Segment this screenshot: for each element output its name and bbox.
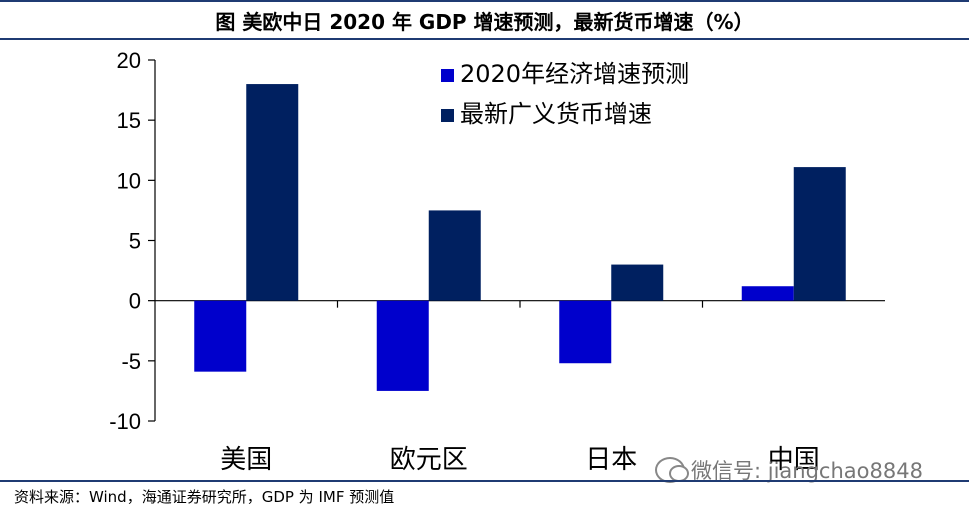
y-tick-label: 5 bbox=[129, 229, 141, 254]
category-label: 美国 bbox=[220, 445, 272, 475]
y-tick-label: -5 bbox=[121, 349, 141, 374]
legend-label: 2020年经济增速预测 bbox=[460, 60, 689, 88]
bar-series-1 bbox=[194, 300, 247, 372]
bar-series-1 bbox=[559, 300, 612, 364]
category-label: 日本 bbox=[585, 445, 637, 475]
bar-series-2 bbox=[793, 167, 846, 301]
legend-label: 最新广义货币增速 bbox=[460, 100, 652, 128]
source-note: 资料来源：Wind，海通证券研究所，GDP 为 IMF 预测值 bbox=[0, 480, 969, 516]
legend-swatch bbox=[441, 69, 454, 82]
bar-series-2 bbox=[428, 210, 481, 301]
bar-series-1 bbox=[741, 286, 794, 301]
y-tick-label: 0 bbox=[129, 289, 141, 314]
y-tick-label: 10 bbox=[117, 168, 141, 193]
chart-title: 图 美欧中日 2020 年 GDP 增速预测，最新货币增速（%） bbox=[0, 0, 969, 40]
y-tick-label: -10 bbox=[109, 409, 141, 434]
wechat-icon bbox=[655, 457, 689, 483]
y-tick-label: 15 bbox=[117, 108, 141, 133]
category-label: 中国 bbox=[768, 445, 820, 475]
watermark-text: 微信号: jiangchao8848 bbox=[691, 459, 923, 483]
legend-swatch bbox=[441, 109, 454, 122]
category-label: 欧元区 bbox=[390, 445, 468, 475]
bar-chart: -10 -5 0 5 10 15 20 美国 欧元区 日本 中国 2020年经济增速预测最新广义货币增… bbox=[109, 48, 885, 475]
y-tick-label: 20 bbox=[117, 48, 141, 73]
bar-series-2 bbox=[611, 264, 664, 301]
bar-series-1 bbox=[376, 300, 429, 391]
bar-series-2 bbox=[246, 84, 299, 301]
watermark: 微信号: jiangchao8848 bbox=[655, 455, 923, 485]
